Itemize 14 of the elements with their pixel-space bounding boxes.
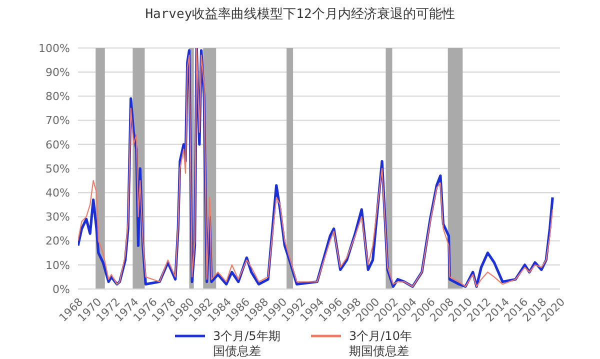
- y-tick-label: 60%: [46, 138, 70, 152]
- y-tick-label: 50%: [46, 162, 70, 176]
- y-tick-label: 70%: [46, 114, 70, 128]
- y-tick-label: 30%: [46, 210, 70, 224]
- y-tick-label: 80%: [46, 90, 70, 104]
- y-tick-label: 0%: [52, 282, 70, 296]
- y-tick-label: 100%: [38, 42, 70, 55]
- y-tick-label: 40%: [46, 186, 70, 200]
- legend-label: 3个月/10年期国债息差: [349, 329, 413, 359]
- y-tick-label: 20%: [46, 234, 70, 248]
- y-tick-label: 10%: [46, 258, 70, 272]
- chart-title: Harvey收益率曲线模型下12个月内经济衰退的可能性: [144, 6, 456, 24]
- legend-label: 3个月/5年期国债息差: [213, 329, 282, 359]
- y-tick-label: 90%: [46, 66, 70, 80]
